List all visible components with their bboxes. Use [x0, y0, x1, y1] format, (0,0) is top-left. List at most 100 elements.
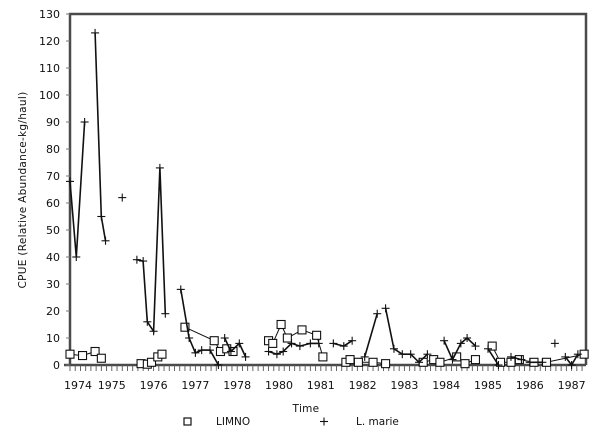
x-axis: 1974 1975 1976 1977 1978 1980 1981 1982 1983 1984…	[64, 365, 586, 392]
series-limno	[65, 319, 589, 369]
plus-marker-icon	[567, 361, 576, 369]
y-tick-label: 100	[39, 89, 60, 102]
square-marker-icon	[268, 338, 278, 348]
series-line	[136, 167, 167, 334]
plus-marker-icon	[314, 339, 323, 348]
plus-marker-icon	[561, 352, 570, 361]
plus-marker-icon	[494, 361, 503, 369]
plus-marker-icon	[440, 336, 449, 345]
square-marker-icon	[90, 346, 100, 357]
square-marker-icon	[435, 357, 445, 367]
plus-marker-icon	[448, 355, 457, 364]
plus-marker-icon	[143, 317, 152, 326]
square-marker-icon	[460, 359, 470, 369]
plus-marker-icon	[139, 257, 148, 266]
square-marker-icon	[77, 350, 88, 361]
plus-marker-icon	[373, 309, 382, 318]
plus-marker-icon	[272, 350, 281, 359]
y-tick-label: 120	[39, 35, 60, 48]
plus-marker-icon	[161, 309, 170, 318]
x-tick-label: 1987	[558, 379, 586, 392]
plus-marker-icon	[471, 342, 480, 351]
x-tick-label: 1982	[349, 379, 377, 392]
plus-marker-icon	[506, 352, 515, 361]
square-marker-icon	[180, 322, 190, 332]
square-marker-icon	[209, 336, 219, 346]
series-line	[223, 337, 247, 358]
y-tick-label: 10	[46, 332, 60, 345]
plus-marker-icon	[423, 350, 432, 359]
plus-marker-icon	[415, 358, 424, 367]
plus-marker-icon	[348, 336, 357, 345]
x-tick-label: 1974	[64, 379, 92, 392]
square-marker-icon	[345, 355, 355, 365]
plus-marker-icon	[155, 163, 164, 172]
plus-marker-icon	[132, 255, 141, 264]
data-series	[65, 28, 589, 369]
plus-marker-icon	[66, 177, 74, 186]
legend-square-icon	[183, 417, 192, 426]
plus-marker-icon	[573, 350, 582, 359]
plus-marker-icon	[185, 334, 194, 342]
plus-marker-icon	[264, 347, 273, 356]
plus-marker-icon	[517, 355, 526, 364]
x-tick-label: 1981	[307, 379, 335, 392]
square-marker-icon	[368, 357, 378, 367]
square-marker-icon	[312, 330, 322, 340]
square-marker-icon	[297, 325, 307, 335]
y-tick-label: 80	[46, 143, 60, 156]
x-axis-title: Time	[292, 403, 320, 415]
plus-marker-icon	[389, 344, 398, 353]
plus-marker-icon	[197, 346, 206, 355]
y-tick-label: 20	[46, 305, 60, 318]
y-axis-title: CPUE (Relative Abundance-kg/haul)	[17, 92, 29, 289]
y-tick-label: 130	[39, 8, 60, 21]
plus-marker-icon	[398, 350, 407, 359]
x-tick-label: 1983	[390, 379, 418, 392]
plus-marker-icon	[226, 347, 235, 356]
y-tick-label: 50	[46, 224, 60, 237]
square-marker-icon	[96, 353, 106, 363]
x-tick-label: 1986	[516, 379, 544, 392]
plus-marker-icon	[525, 358, 534, 367]
y-tick-label: 0	[53, 359, 60, 372]
square-marker-icon	[157, 349, 167, 359]
x-tick-label: 1980	[265, 379, 293, 392]
legend-plus-icon	[320, 417, 328, 426]
square-marker-icon	[470, 355, 481, 365]
plus-marker-icon	[279, 347, 288, 356]
legend-label-l-marie: L. marie	[356, 416, 399, 428]
x-tick-label: 1984	[432, 379, 460, 392]
x-tick-label: 1975	[98, 379, 126, 392]
x-tick-label: 1978	[223, 379, 251, 392]
series-l-marie	[66, 28, 582, 369]
x-tick-label: 1985	[474, 379, 502, 392]
plus-marker-icon	[97, 212, 106, 221]
y-tick-label: 110	[39, 62, 60, 75]
square-marker-icon	[146, 357, 157, 367]
square-marker-icon	[353, 357, 363, 367]
y-tick-label: 90	[46, 116, 60, 129]
series-line	[69, 121, 86, 258]
plus-marker-icon	[214, 361, 223, 369]
plus-marker-icon	[91, 28, 100, 37]
series-line	[363, 313, 378, 358]
plus-marker-icon	[72, 253, 81, 261]
plus-marker-icon	[241, 352, 250, 361]
square-marker-icon	[65, 349, 75, 359]
plus-marker-icon	[287, 339, 296, 348]
x-tick-label: 1976	[140, 379, 168, 392]
y-axis: 0 10 20 30 40 50 60 70 80 90 100 110 120 130	[39, 8, 70, 372]
series-line	[487, 348, 500, 366]
square-marker-icon	[318, 352, 328, 362]
plus-marker-icon	[149, 327, 158, 336]
legend-label-limno: LIMNO	[216, 416, 250, 428]
plus-marker-icon	[295, 342, 304, 351]
plus-marker-icon	[101, 236, 110, 245]
plot-frame	[64, 12, 588, 367]
plus-marker-icon	[329, 339, 338, 348]
y-tick-label: 60	[46, 197, 60, 210]
plus-marker-icon	[206, 346, 215, 355]
plus-marker-icon	[463, 334, 472, 342]
series-line	[94, 32, 107, 241]
